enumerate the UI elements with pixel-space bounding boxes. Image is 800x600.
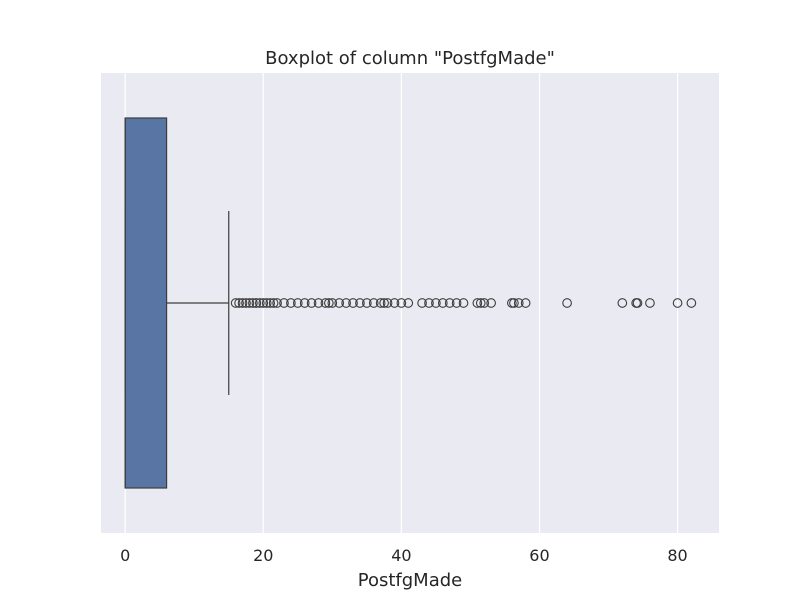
outlier-point: [382, 298, 393, 308]
outlier-point: [520, 298, 531, 308]
outlier-point: [396, 298, 407, 308]
outlier-point: [424, 298, 434, 308]
outlier-point: [403, 298, 414, 308]
outlier-point: [234, 298, 244, 308]
outlier-point: [368, 298, 379, 308]
outlier-point: [479, 298, 490, 308]
outlier-point: [509, 298, 519, 308]
outlier-point: [486, 298, 496, 308]
outlier-point: [379, 298, 389, 308]
outlier-point: [306, 298, 317, 308]
outlier-point: [513, 298, 524, 308]
outlier-point: [248, 298, 258, 308]
outlier-point: [241, 298, 251, 308]
outlier-point: [292, 298, 303, 308]
outlier-point: [437, 298, 448, 308]
box-group: [124, 117, 230, 489]
outlier-point: [472, 298, 483, 308]
chart-title: Boxplot of column "PostfgMade": [265, 48, 555, 69]
outlier-point: [562, 298, 572, 308]
outlier-point: [389, 298, 400, 308]
outlier-point: [361, 298, 372, 308]
outlier-point: [230, 298, 241, 308]
outlier-point: [617, 298, 628, 308]
outlier-point: [258, 298, 269, 308]
outlier-point: [244, 298, 255, 308]
outlier-point: [279, 298, 289, 308]
outlier-point: [313, 298, 324, 308]
x-tick-label: 80: [667, 546, 687, 565]
outlier-point: [475, 298, 486, 308]
outlier-point: [320, 298, 331, 308]
x-axis-ticks: 0 20 40 60 80: [120, 546, 688, 565]
outlier-point: [444, 298, 455, 308]
outlier-point: [458, 298, 469, 308]
outlier-point: [686, 298, 697, 308]
outlier-point: [431, 298, 441, 308]
outlier-point: [355, 298, 365, 308]
outlier-point: [268, 298, 279, 308]
box-iqr: [124, 117, 168, 489]
outlier-point: [237, 298, 248, 308]
outlier-point: [251, 298, 262, 308]
outlier-point: [375, 298, 386, 308]
x-tick-label: 60: [529, 546, 549, 565]
x-axis-label: PostfgMade: [358, 570, 462, 591]
outlier-point: [327, 298, 338, 308]
outlier-point: [451, 298, 462, 308]
outlier-point: [348, 298, 358, 308]
outlier-point: [645, 298, 655, 308]
outlier-point: [341, 298, 351, 308]
outlier-point: [417, 298, 427, 308]
outlier-point: [632, 298, 643, 308]
outliers: [230, 298, 697, 308]
outlier-point: [265, 298, 276, 308]
outlier-point: [286, 298, 296, 308]
outlier-point: [334, 298, 345, 308]
x-tick-label: 20: [253, 546, 273, 565]
x-tick-label: 0: [120, 546, 130, 565]
outlier-point: [254, 298, 265, 308]
outlier-point: [672, 298, 683, 308]
outlier-point: [324, 298, 334, 308]
outlier-point: [261, 298, 272, 308]
x-tick-label: 40: [391, 546, 411, 565]
outlier-point: [272, 298, 282, 308]
outlier-point: [299, 298, 310, 308]
